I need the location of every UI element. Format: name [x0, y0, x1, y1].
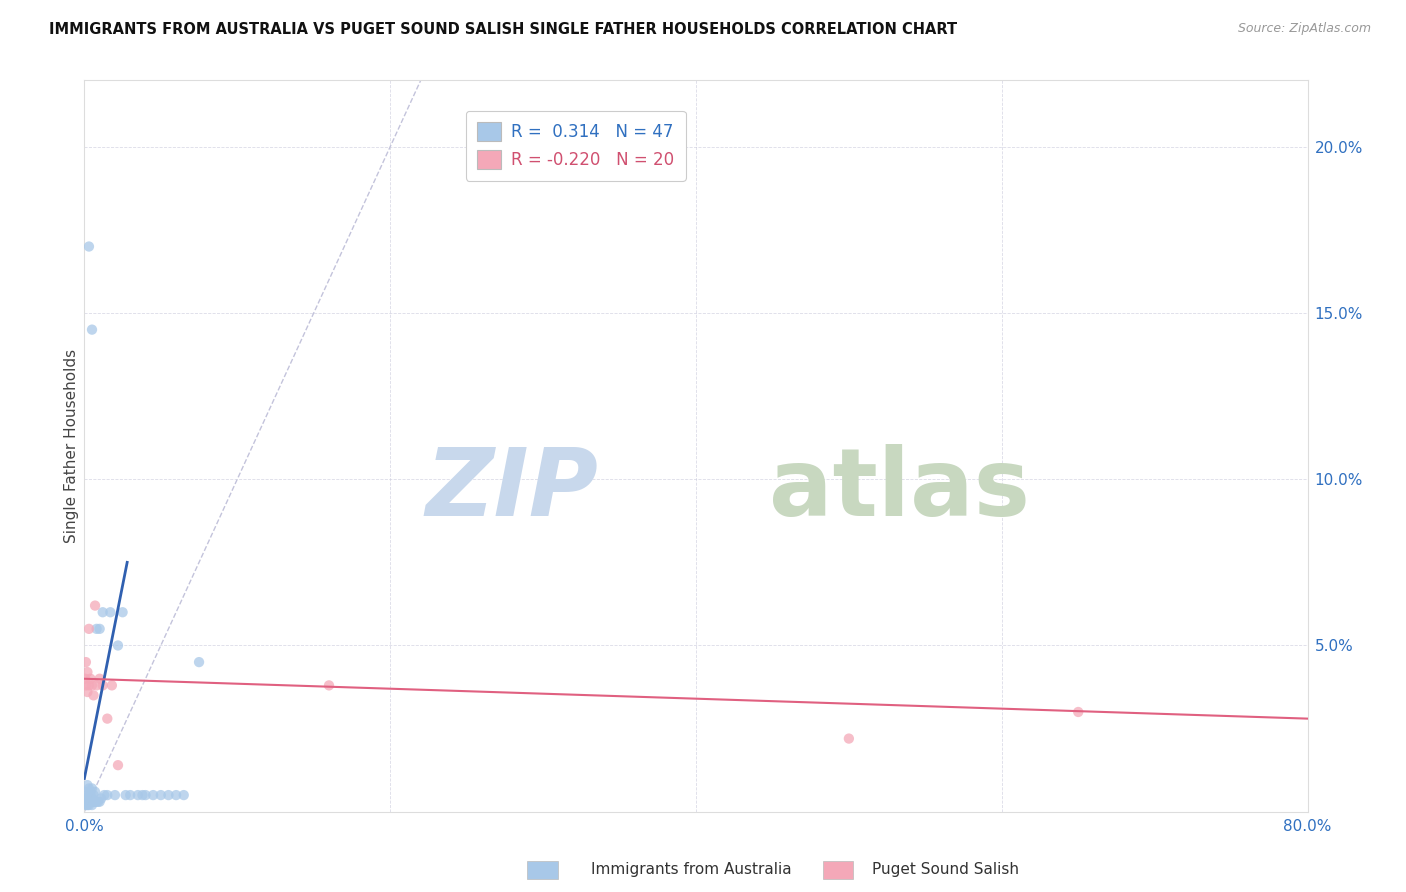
Point [111, 605, 134, 619]
Point [76, 798, 98, 813]
Point [75, 678, 97, 692]
Point [76, 795, 98, 809]
Point [77, 798, 100, 813]
Legend: R =  0.314   N = 47, R = -0.220   N = 20: R = 0.314 N = 47, R = -0.220 N = 20 [465, 111, 686, 181]
Point [165, 788, 187, 802]
Point [79, 672, 101, 686]
Point [77, 239, 100, 253]
Point [89, 672, 111, 686]
Point [79, 785, 101, 799]
Point [131, 788, 153, 802]
Point [75, 795, 97, 809]
Point [80, 781, 103, 796]
Point [75, 785, 97, 799]
Point [84, 599, 107, 613]
Point [77, 791, 100, 805]
Point [84, 785, 107, 799]
Y-axis label: Single Father Households: Single Father Households [63, 349, 79, 543]
Point [77, 622, 100, 636]
Point [149, 788, 172, 802]
Point [104, 788, 127, 802]
Point [157, 788, 180, 802]
Point [77, 781, 100, 796]
Point [86, 795, 108, 809]
Text: Puget Sound Salish: Puget Sound Salish [872, 863, 1019, 877]
Point [79, 788, 101, 802]
Point [84, 795, 107, 809]
Point [101, 678, 124, 692]
Point [76, 685, 98, 699]
Point [83, 689, 105, 703]
Point [91, 678, 114, 692]
Point [86, 678, 108, 692]
Text: Immigrants from Australia: Immigrants from Australia [591, 863, 792, 877]
Point [80, 323, 103, 337]
Text: IMMIGRANTS FROM AUSTRALIA VS PUGET SOUND SALISH SINGLE FATHER HOUSEHOLDS CORRELA: IMMIGRANTS FROM AUSTRALIA VS PUGET SOUND… [49, 22, 957, 37]
Point [107, 639, 129, 653]
Point [89, 795, 111, 809]
Point [75, 655, 97, 669]
Point [80, 791, 103, 805]
Point [75, 798, 97, 813]
Point [96, 712, 118, 726]
Point [76, 788, 98, 802]
Point [107, 758, 129, 772]
Point [87, 795, 110, 809]
Point [89, 622, 111, 636]
Point [114, 788, 136, 802]
Point [76, 778, 98, 792]
Point [173, 788, 195, 802]
Point [93, 788, 115, 802]
Text: ZIP: ZIP [425, 444, 598, 536]
Point [142, 788, 165, 802]
Point [98, 605, 121, 619]
Point [83, 795, 105, 809]
Point [76, 665, 98, 679]
Text: atlas: atlas [769, 444, 1031, 536]
Point [80, 798, 103, 813]
Point [83, 788, 105, 802]
Point [1067, 705, 1090, 719]
Point [96, 788, 118, 802]
Point [80, 678, 103, 692]
Point [318, 678, 340, 692]
Point [75, 791, 97, 805]
Point [86, 622, 108, 636]
Point [838, 731, 860, 746]
Point [127, 788, 149, 802]
Point [90, 791, 112, 805]
Point [120, 788, 142, 802]
Point [75, 672, 97, 686]
Text: Source: ZipAtlas.com: Source: ZipAtlas.com [1237, 22, 1371, 36]
Point [135, 788, 157, 802]
Point [91, 605, 114, 619]
Point [188, 655, 211, 669]
Point [79, 795, 101, 809]
Point [77, 678, 100, 692]
